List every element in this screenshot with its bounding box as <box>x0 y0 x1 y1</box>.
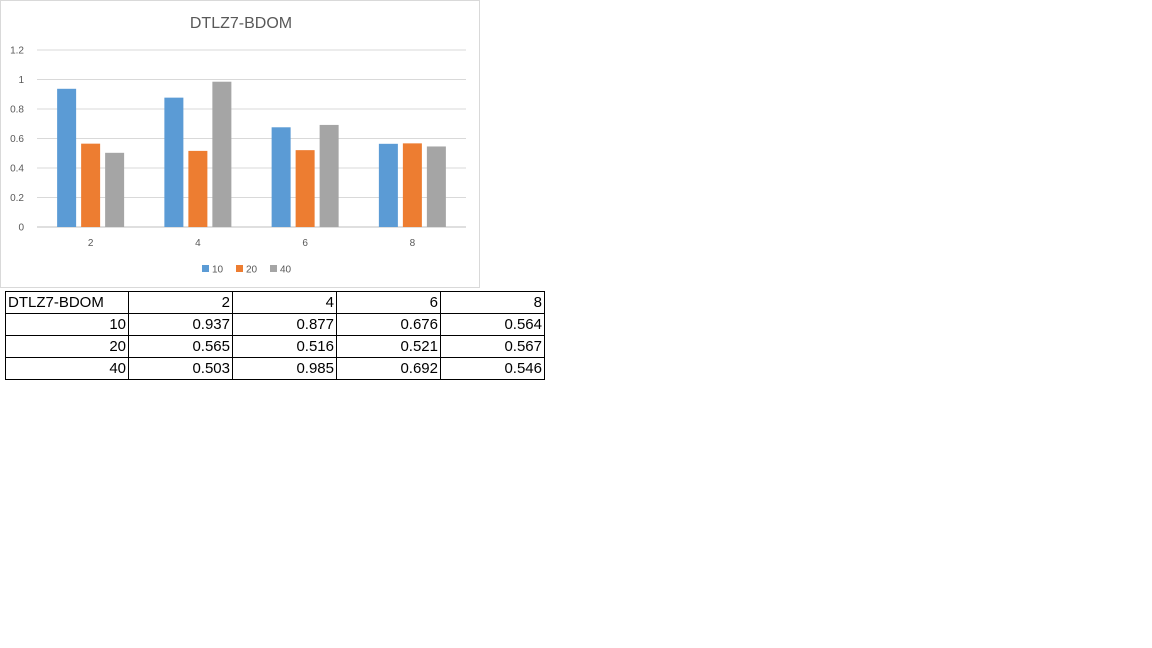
legend-label: 20 <box>246 265 258 276</box>
legend-swatch <box>236 265 243 272</box>
table-cell[interactable]: 0.516 <box>232 335 337 358</box>
table-cell[interactable]: 4 <box>232 291 337 314</box>
data-table: DTLZ7-BDOM 2 4 6 8 10 0.937 0.877 0.676 0.564 20 0.… <box>5 291 545 380</box>
table-cell[interactable]: 0.503 <box>128 357 233 380</box>
table-cell[interactable]: 0.985 <box>232 357 337 380</box>
x-tick-label: 6 <box>302 238 308 249</box>
table-header-row: DTLZ7-BDOM 2 4 6 8 <box>5 291 545 314</box>
bar-series-10-cat-6[interactable] <box>271 127 291 227</box>
bar-series-20-cat-2[interactable] <box>81 143 101 227</box>
gridlines <box>37 49 466 228</box>
bar-series-20-cat-6[interactable] <box>295 150 315 227</box>
y-tick-label: 0 <box>18 223 24 234</box>
y-tick-label: 0.8 <box>10 105 24 116</box>
bar-series-10-cat-2[interactable] <box>57 88 77 227</box>
legend[interactable]: 10 20 40 <box>202 265 292 276</box>
y-tick-label: 1.2 <box>10 46 24 57</box>
y-tick-label: 0.2 <box>10 193 24 204</box>
bar-series-40-cat-8[interactable] <box>426 146 446 227</box>
table-cell[interactable]: 0.521 <box>336 335 441 358</box>
bar-series-10-cat-8[interactable] <box>378 143 398 227</box>
table-cell[interactable]: 0.567 <box>440 335 545 358</box>
table-cell[interactable]: 0.877 <box>232 313 337 336</box>
x-tick-label: 2 <box>88 238 94 249</box>
chart-container[interactable]: DTLZ7-BDOM 0 0.2 0.4 0.6 0.8 1 1.2 2 4 6 8 10 20 40 <box>0 0 480 288</box>
bar-series-40-cat-2[interactable] <box>105 152 125 227</box>
bar-series-10-cat-4[interactable] <box>164 97 184 227</box>
table-row: 10 0.937 0.877 0.676 0.564 <box>5 313 545 336</box>
table-cell[interactable]: 10 <box>5 313 129 336</box>
table-cell[interactable]: 40 <box>5 357 129 380</box>
legend-label: 40 <box>280 265 292 276</box>
table-cell[interactable]: 0.546 <box>440 357 545 380</box>
legend-swatch <box>270 265 277 272</box>
x-tick-label: 8 <box>410 238 416 249</box>
y-tick-label: 0.4 <box>10 164 24 175</box>
axis-ticks: 0 0.2 0.4 0.6 0.8 1 1.2 2 4 6 8 <box>10 46 416 250</box>
table-cell[interactable]: 0.692 <box>336 357 441 380</box>
legend-label: 10 <box>212 265 224 276</box>
table-cell[interactable]: 0.676 <box>336 313 441 336</box>
bar-chart: DTLZ7-BDOM 0 0.2 0.4 0.6 0.8 1 1.2 2 4 6 8 10 20 40 <box>10 15 466 276</box>
bar-series-40-cat-4[interactable] <box>212 81 232 228</box>
table-cell[interactable]: 0.565 <box>128 335 233 358</box>
bars <box>57 81 446 228</box>
y-tick-label: 0.6 <box>10 134 24 145</box>
table-cell[interactable]: 6 <box>336 291 441 314</box>
table-cell[interactable]: 0.937 <box>128 313 233 336</box>
table-cell[interactable]: 20 <box>5 335 129 358</box>
y-tick-label: 1 <box>18 75 24 86</box>
table-cell[interactable]: DTLZ7-BDOM <box>5 291 129 314</box>
bar-series-40-cat-6[interactable] <box>319 124 339 227</box>
bar-series-20-cat-8[interactable] <box>402 143 422 227</box>
table-cell[interactable]: 2 <box>128 291 233 314</box>
table-cell[interactable]: 8 <box>440 291 545 314</box>
table-row: 20 0.565 0.516 0.521 0.567 <box>5 335 545 358</box>
bar-series-20-cat-4[interactable] <box>188 150 208 227</box>
chart-title: DTLZ7-BDOM <box>190 15 292 32</box>
legend-swatch <box>202 265 209 272</box>
table-cell[interactable]: 0.564 <box>440 313 545 336</box>
x-tick-label: 4 <box>195 238 201 249</box>
table-row: 40 0.503 0.985 0.692 0.546 <box>5 357 545 380</box>
